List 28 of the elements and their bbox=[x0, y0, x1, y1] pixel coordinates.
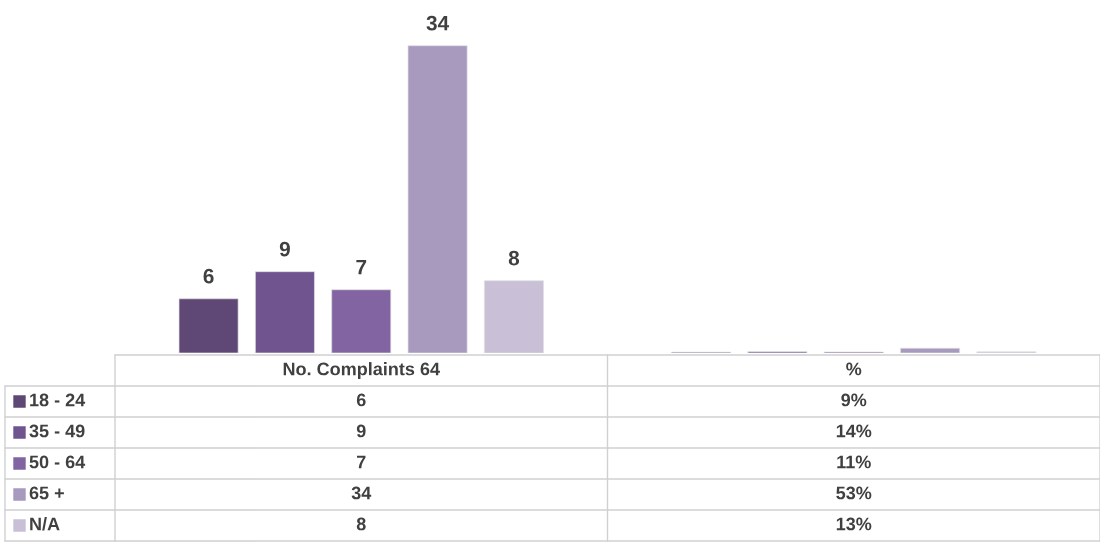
text: 6 bbox=[203, 268, 214, 284]
x-tick-label: No. Complaints 64 bbox=[283, 362, 440, 379]
text: 34 bbox=[426, 15, 450, 31]
x-tick-label: % bbox=[846, 362, 862, 376]
bar bbox=[331, 289, 392, 353]
data-label: 34 bbox=[351, 486, 372, 500]
data-label: 11% bbox=[837, 455, 871, 469]
data-label: 13% bbox=[836, 517, 872, 531]
text: 9 bbox=[279, 241, 290, 257]
text: 7 bbox=[356, 259, 367, 275]
data-label: 14% bbox=[836, 424, 872, 438]
bar bbox=[255, 271, 315, 353]
bar bbox=[484, 280, 544, 353]
data-label: 7 bbox=[357, 455, 366, 469]
legend-label: N/A bbox=[30, 517, 60, 531]
data-label: 9 bbox=[356, 424, 366, 438]
bar bbox=[900, 347, 960, 353]
bar bbox=[178, 298, 239, 353]
legend-label: 65 + bbox=[29, 486, 64, 500]
data-label: 6 bbox=[356, 393, 366, 407]
legend-label: 35 - 49 bbox=[29, 424, 85, 438]
bar bbox=[407, 45, 468, 353]
legend-label: 18 - 24 bbox=[30, 393, 86, 407]
data-label: 53% bbox=[836, 486, 872, 500]
legend-label: 50 - 64 bbox=[29, 455, 86, 469]
data-label: 9% bbox=[841, 393, 867, 407]
text: 8 bbox=[508, 250, 520, 266]
data-label: 8 bbox=[356, 517, 366, 531]
